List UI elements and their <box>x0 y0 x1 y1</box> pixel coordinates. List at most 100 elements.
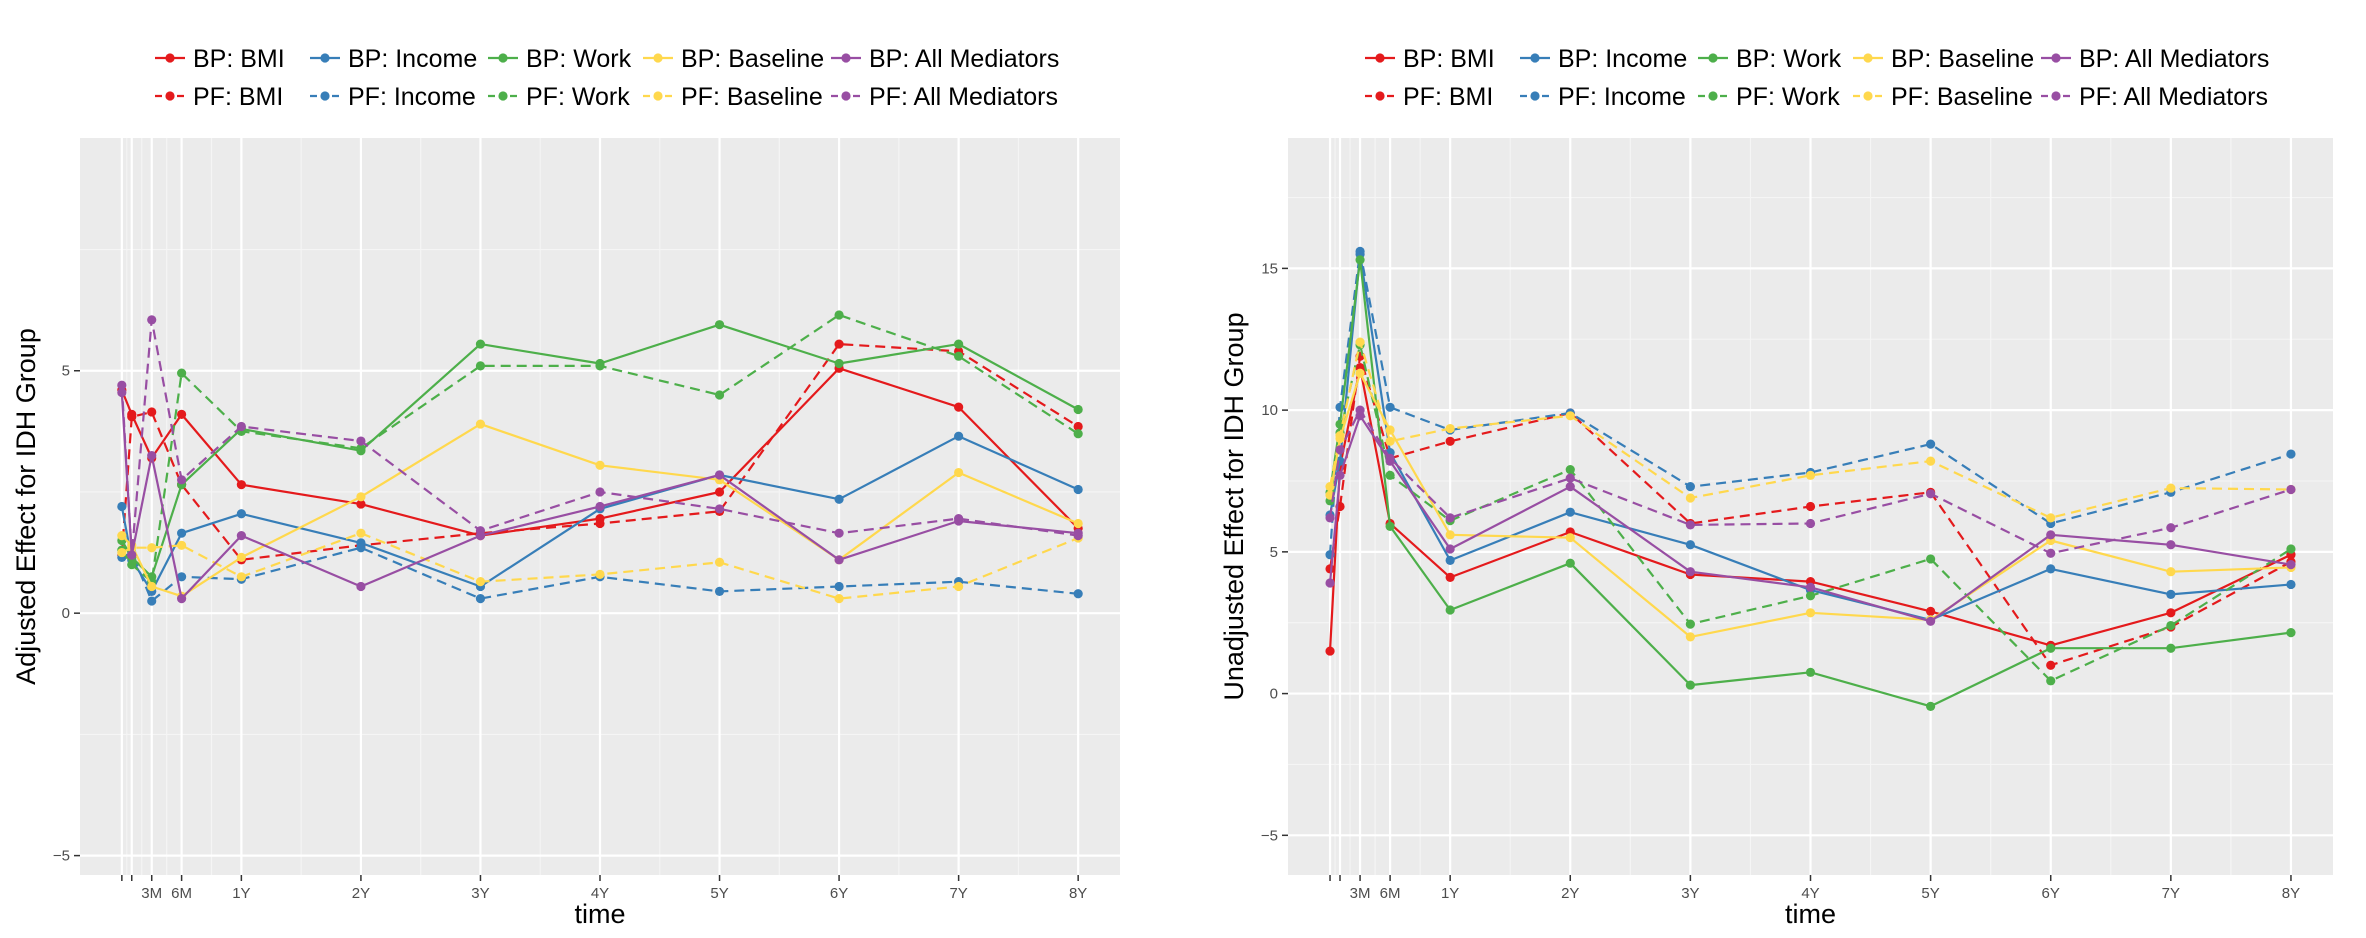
data-point-pf-bmi <box>2046 660 2056 670</box>
data-point-bp-all-mediators <box>1445 544 1455 554</box>
data-point-bp-bmi <box>177 409 187 419</box>
legend-label-bp-work: BP: Work <box>526 45 632 73</box>
data-point-pf-baseline <box>236 572 246 582</box>
x-tick-label: 2Y <box>352 885 370 902</box>
legend-key-point <box>320 91 330 101</box>
legend-label-pf-income: PF: Income <box>1558 83 1686 111</box>
data-point-bp-work <box>1685 680 1695 690</box>
data-point-pf-baseline <box>147 543 157 553</box>
legend-key-point <box>498 91 508 101</box>
data-point-pf-income <box>177 572 187 582</box>
data-point-pf-all-mediators <box>834 528 844 538</box>
legend-key-point <box>841 91 851 101</box>
data-point-pf-income <box>1926 439 1936 449</box>
data-point-pf-all-mediators <box>595 487 605 497</box>
series-line-bp-bmi <box>120 367 1079 537</box>
data-point-pf-work <box>1926 554 1936 564</box>
legend-label-bp-income: BP: Income <box>1558 45 1687 73</box>
legend-label-pf-work: PF: Work <box>1736 83 1840 111</box>
data-point-bp-all-mediators <box>2046 530 2056 540</box>
data-point-pf-baseline <box>2046 513 2056 523</box>
y-tick-label: 15 <box>1261 260 1278 277</box>
unadjusted-effect-chart: −5 0 5 10 15 3M 6M 1Y 2Y 3Y 4Y 5Y 6Y 7Y 8Y time Unadjust… <box>1219 45 2333 929</box>
data-point-bp-all-mediators <box>2166 540 2176 550</box>
data-point-bp-all-mediators <box>356 581 366 592</box>
legend-label-pf-all-mediators: PF: All Mediators <box>2079 83 2268 111</box>
x-tick-label: 6M <box>171 885 192 902</box>
data-point-bp-bmi <box>714 487 725 497</box>
data-point-bp-income <box>177 528 187 538</box>
data-point-bp-all-mediators <box>1565 482 1575 492</box>
data-point-pf-baseline <box>117 547 127 558</box>
data-point-bp-all-mediators <box>714 470 725 480</box>
y-tick-label: −5 <box>1261 827 1278 844</box>
data-point-pf-baseline <box>714 557 725 567</box>
data-point-pf-baseline <box>1685 493 1695 503</box>
data-point-bp-bmi <box>1325 646 1335 656</box>
data-point-bp-work <box>1926 701 1936 711</box>
legend-key-point <box>165 91 175 101</box>
series-line-pf-bmi <box>1328 355 2292 667</box>
data-point-pf-all-mediators <box>1926 489 1936 499</box>
data-point-pf-baseline <box>1355 337 1365 347</box>
data-point-bp-income <box>2166 589 2176 599</box>
data-point-bp-all-mediators <box>595 501 605 512</box>
data-point-pf-bmi <box>595 518 605 529</box>
data-point-pf-all-mediators <box>1355 405 1365 415</box>
legend-label-bp-bmi: BP: BMI <box>1403 45 1495 73</box>
legend-key-point <box>498 53 508 63</box>
legend-label-pf-work: PF: Work <box>526 83 630 111</box>
data-point-bp-all-mediators <box>1805 582 1816 592</box>
legend-label-pf-bmi: PF: BMI <box>1403 83 1493 111</box>
data-point-bp-income <box>117 501 127 512</box>
legend-label-bp-work: BP: Work <box>1736 45 1842 73</box>
data-point-pf-work <box>177 368 187 378</box>
x-tick-label: 6Y <box>2042 885 2060 902</box>
data-point-bp-income <box>1565 507 1575 517</box>
series-line-pf-work <box>1328 343 2292 682</box>
data-point-bp-work <box>2046 643 2056 653</box>
data-point-pf-bmi <box>127 412 137 422</box>
x-tick-label: 3M <box>1350 885 1371 902</box>
data-point-bp-bmi <box>954 402 964 412</box>
data-point-bp-work <box>954 339 964 349</box>
x-tick-label: 5Y <box>710 885 728 902</box>
data-point-bp-work <box>1805 667 1816 677</box>
x-tick-label: 4Y <box>1801 885 1819 902</box>
x-tick-label: 2Y <box>1561 885 1579 902</box>
data-point-bp-work <box>834 358 844 369</box>
data-point-bp-all-mediators <box>834 555 844 565</box>
data-point-pf-all-mediators <box>1335 445 1345 455</box>
series-line-bp-all-mediators <box>1328 414 2292 623</box>
data-point-bp-income <box>1073 484 1083 495</box>
data-point-pf-income <box>2286 449 2296 459</box>
data-point-pf-work <box>2166 620 2176 631</box>
legend-label-pf-baseline: PF: Baseline <box>681 83 823 111</box>
series-line-bp-baseline <box>1328 372 2292 639</box>
series-line-pf-bmi <box>120 343 1079 561</box>
data-point-pf-baseline <box>2166 483 2176 493</box>
data-point-bp-income <box>236 509 246 519</box>
y-tick-label: 0 <box>62 605 70 622</box>
data-point-bp-bmi <box>1926 606 1936 616</box>
data-point-bp-income <box>834 494 844 504</box>
data-point-pf-baseline <box>1445 423 1455 434</box>
data-point-bp-all-mediators <box>1335 470 1345 480</box>
y-axis-title: Adjusted Effect for IDH Group <box>11 328 41 685</box>
legend-label-bp-all-mediators: BP: All Mediators <box>869 45 1059 73</box>
data-point-bp-work <box>1073 404 1083 415</box>
x-tick-label: 1Y <box>232 885 250 902</box>
data-point-bp-income <box>2286 579 2296 590</box>
data-point-bp-baseline <box>1445 530 1455 540</box>
legend-label-bp-baseline: BP: Baseline <box>681 45 824 73</box>
data-point-bp-work <box>1385 521 1395 531</box>
x-tick-label: 7Y <box>949 885 967 902</box>
data-point-pf-all-mediators <box>127 550 137 560</box>
legend-key-point <box>653 91 663 101</box>
legend-label-pf-income: PF: Income <box>348 83 476 111</box>
data-point-pf-all-mediators <box>714 504 725 514</box>
legend-key-point <box>1863 53 1873 63</box>
data-point-pf-bmi <box>1445 436 1455 446</box>
data-point-pf-all-mediators <box>1385 453 1395 463</box>
